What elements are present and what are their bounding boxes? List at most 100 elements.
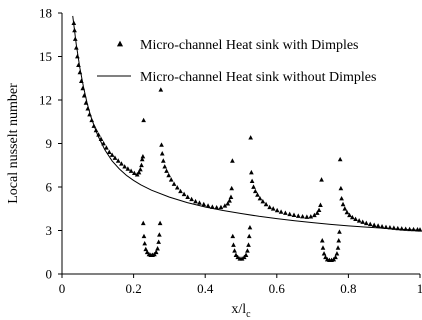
data-point-with-dimples (321, 251, 327, 256)
data-point-with-dimples (141, 233, 147, 239)
data-point-with-dimples (77, 69, 83, 75)
data-point-with-dimples (257, 196, 263, 201)
data-point-with-dimples (407, 226, 412, 232)
y-tick-label: 18 (39, 6, 52, 21)
data-point-with-dimples (295, 213, 301, 218)
data-point-with-dimples (122, 164, 127, 169)
legend-triangle-marker-icon (116, 40, 124, 47)
legend-item-without-dimples: Micro-channel Heat sink without Dimples (97, 70, 376, 85)
data-point-with-dimples (318, 202, 323, 207)
data-point-with-dimples (81, 93, 87, 98)
data-point-with-dimples (104, 145, 109, 150)
data-point-with-dimples (131, 170, 137, 176)
data-point-with-dimples (222, 203, 228, 208)
x-tick-label: 0.2 (125, 281, 141, 296)
data-point-with-dimples (417, 227, 422, 232)
data-point-with-dimples (339, 196, 344, 201)
data-point-with-dimples (73, 45, 79, 50)
data-point-with-dimples (231, 242, 236, 247)
data-point-with-dimples (379, 223, 385, 229)
data-point-with-dimples (291, 212, 297, 217)
x-tick-label: 0 (59, 281, 66, 296)
data-point-with-dimples (166, 172, 172, 178)
data-point-with-dimples (168, 177, 174, 182)
x-axis-title-main: x/l (231, 302, 246, 317)
data-point-with-dimples (171, 181, 177, 186)
y-tick-label: 0 (46, 267, 53, 282)
data-point-with-dimples (283, 210, 288, 215)
data-point-with-dimples (140, 153, 146, 159)
legend-label-with-dimples: Micro-channel Heat sink with Dimples (140, 38, 359, 53)
data-point-with-dimples (158, 87, 164, 92)
data-point-with-dimples (153, 249, 159, 255)
data-point-with-dimples (247, 225, 253, 230)
data-point-with-dimples (233, 252, 239, 257)
data-point-with-dimples (72, 27, 77, 33)
data-point-with-dimples (143, 246, 149, 252)
data-point-with-dimples (89, 117, 95, 123)
data-point-with-dimples (239, 256, 245, 261)
x-axis-title-subscript: c (246, 309, 251, 320)
data-point-with-dimples (334, 251, 340, 256)
data-point-with-dimples (243, 252, 249, 257)
x-tick-label: 0.8 (340, 281, 356, 296)
data-point-with-dimples (142, 240, 148, 246)
data-point-with-dimples (246, 233, 252, 239)
data-point-with-dimples (300, 213, 305, 219)
data-point-with-dimples (395, 225, 401, 231)
data-point-with-dimples (119, 161, 124, 166)
data-point-with-dimples (333, 254, 338, 260)
data-point-with-dimples (245, 248, 250, 253)
legend-label-without-dimples: Micro-channel Heat sink without Dimples (140, 70, 376, 85)
data-point-with-dimples (164, 168, 169, 173)
data-point-with-dimples (227, 198, 232, 203)
data-point-with-dimples (248, 135, 254, 140)
data-point-with-dimples (141, 117, 146, 123)
data-point-with-dimples (125, 166, 131, 171)
data-point-with-dimples (255, 192, 260, 197)
data-point-with-dimples (87, 111, 92, 117)
data-point-with-dimples (319, 238, 325, 243)
data-point-with-dimples (312, 212, 317, 218)
data-point-with-dimples (363, 220, 369, 226)
data-point-with-dimples (403, 226, 409, 231)
data-point-with-dimples (347, 212, 352, 218)
y-tick-label: 9 (46, 136, 53, 151)
data-point-with-dimples (228, 194, 234, 199)
data-point-with-dimples (101, 140, 106, 146)
data-point-with-dimples (93, 127, 99, 133)
data-point-with-dimples (218, 204, 224, 210)
data-point-with-dimples (367, 221, 373, 227)
data-point-with-dimples (205, 203, 211, 208)
data-point-with-dimples (338, 185, 344, 191)
data-point-with-dimples (139, 156, 145, 162)
data-point-with-dimples (160, 158, 166, 163)
data-point-with-dimples (230, 158, 235, 163)
data-point-with-dimples (214, 204, 219, 210)
y-axis-ticks: 0 3 6 9 12 15 18 (39, 6, 62, 282)
data-point-with-dimples (337, 156, 343, 162)
data-point-with-dimples (115, 158, 121, 163)
x-tick-label: 0.6 (269, 281, 286, 296)
data-point-with-dimples (278, 209, 284, 214)
data-point-with-dimples (178, 188, 183, 194)
data-point-with-dimples (144, 249, 150, 255)
data-point-with-dimples (159, 142, 164, 147)
data-point-with-dimples (181, 191, 187, 197)
data-point-with-dimples (138, 167, 143, 172)
data-point-with-dimples (336, 238, 342, 243)
data-point-with-dimples (72, 36, 78, 41)
data-point-with-dimples (274, 207, 280, 213)
y-tick-label: 3 (46, 223, 53, 238)
data-point-with-dimples (232, 248, 237, 253)
data-point-with-dimples (316, 207, 322, 213)
data-point-with-dimples (139, 162, 144, 168)
data-point-with-dimples (344, 209, 350, 215)
data-point-with-dimples (335, 245, 341, 250)
data-point-with-dimples (371, 222, 377, 227)
data-point-with-dimples (225, 201, 231, 206)
data-point-with-dimples (98, 136, 104, 141)
data-point-with-dimples (91, 123, 97, 128)
data-point-with-dimples (308, 214, 314, 219)
